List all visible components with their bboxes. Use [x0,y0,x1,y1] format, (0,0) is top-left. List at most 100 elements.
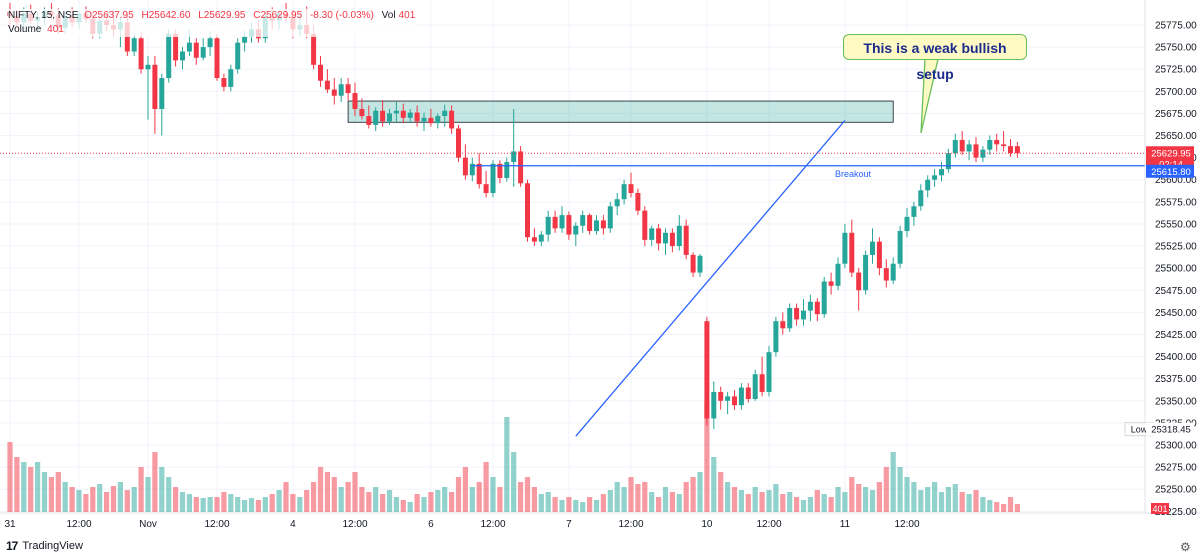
x-tick-label: 12:00 [204,519,229,530]
candle-body [959,139,965,152]
candle-body [835,263,841,286]
breakout-price-value: 25615.80 [1151,167,1191,178]
candle-body [904,216,910,232]
candle-body [428,117,434,124]
legend-change: -8.30 (-0.03%) [309,10,374,21]
x-tick-label: 31 [4,519,16,530]
volume-bar [173,487,179,512]
candle-body [725,396,731,401]
legend-symbol[interactable]: NIFTY, 15, NSE [8,10,79,21]
x-tick-label: 12:00 [894,519,919,530]
y-tick-label: 25350.00 [1155,396,1197,407]
volume-bar [269,494,275,512]
volume-bar [186,494,192,512]
volume-bar [697,472,703,512]
chart-legend: NIFTY, 15, NSE O25637.95 H25642.60 L2562… [8,9,416,37]
candle-body [200,47,206,58]
candle-body [538,234,544,242]
volume-bar [21,462,27,512]
volume-bar [621,487,627,512]
volume-bar [35,462,41,512]
volume-bar [787,492,793,512]
volume-tag-value: 401 [1152,504,1167,514]
candle-body [828,281,834,286]
volume-bar [242,500,248,512]
volume-bar [69,487,75,512]
volume-bar [400,500,406,512]
volume-bar [317,467,324,512]
volume-bar [711,457,717,512]
tradingview-branding[interactable]: 17 TradingView [6,539,83,553]
volume-bar [607,490,613,512]
candle-body [235,42,241,70]
price-axis-background [1145,0,1200,556]
candle-body [545,216,551,235]
volume-bar [255,500,261,512]
candle-body [973,144,979,158]
low-price-value: 25318.45 [1151,425,1191,436]
volume-bar [7,442,13,512]
volume-bar [642,482,648,512]
candle-body [559,215,565,229]
volume-bar [331,477,337,512]
tradingview-name: TradingView [22,540,83,552]
candle-body [1014,146,1020,154]
volume-bar [469,487,475,512]
volume-bar [683,482,689,512]
candle-body [656,228,662,244]
candle-body [242,36,248,43]
volume-bar [62,482,68,512]
y-tick-label: 25225.00 [1155,507,1197,518]
y-tick-label: 25475.00 [1155,286,1197,297]
y-tick-label: 25400.00 [1155,352,1197,363]
candle-body [214,38,220,79]
volume-bar [345,482,351,512]
drawings[interactable]: Breakout [0,58,1145,437]
volume-bar [904,477,910,512]
x-tick-label: 11 [840,519,851,530]
candle-body [883,268,889,281]
volume-bar [587,497,593,512]
legend-ohlc-row: NIFTY, 15, NSE O25637.95 H25642.60 L2562… [8,9,415,23]
volume-bar [497,487,503,512]
candle-body [621,184,627,200]
candle-body [393,110,399,114]
candle-body [780,321,786,329]
candle-body [594,220,599,232]
volume-bar [566,497,572,512]
volume-bar [290,494,296,512]
annotation-callout[interactable]: This is a weak bullish setup [843,34,1027,82]
volume-bar [442,487,448,512]
volume-bar [945,487,951,512]
candle-body [476,163,482,185]
candle-body [331,89,337,96]
volume-bar [421,497,427,512]
volume-bar [110,486,117,512]
candle-body [345,84,351,94]
candle-body [918,190,924,207]
volume-bar [966,494,972,512]
y-tick-label: 25550.00 [1155,219,1197,230]
candle-body [925,179,931,191]
volume-bar [662,487,669,512]
y-tick-label: 25250.00 [1155,485,1197,496]
y-tick-label: 25600.00 [1155,175,1197,186]
candle-body [552,216,558,229]
candle-body [718,391,724,401]
candle-body [856,272,862,291]
y-tick-label: 25700.00 [1155,87,1197,98]
legend-volume-label[interactable]: Volume [8,24,42,35]
volume-bar [200,498,206,512]
volume-bar [131,487,137,512]
volume-bar [462,467,468,512]
candle-body [442,110,448,117]
resistance-zone[interactable] [347,100,894,123]
candle-body [987,139,993,150]
volume-bar [124,490,130,512]
gear-icon[interactable]: ⚙ [1180,540,1191,554]
candle-body [221,78,227,87]
volume-bar [973,490,979,512]
candle-body [138,38,144,70]
volume-bar [731,487,738,512]
